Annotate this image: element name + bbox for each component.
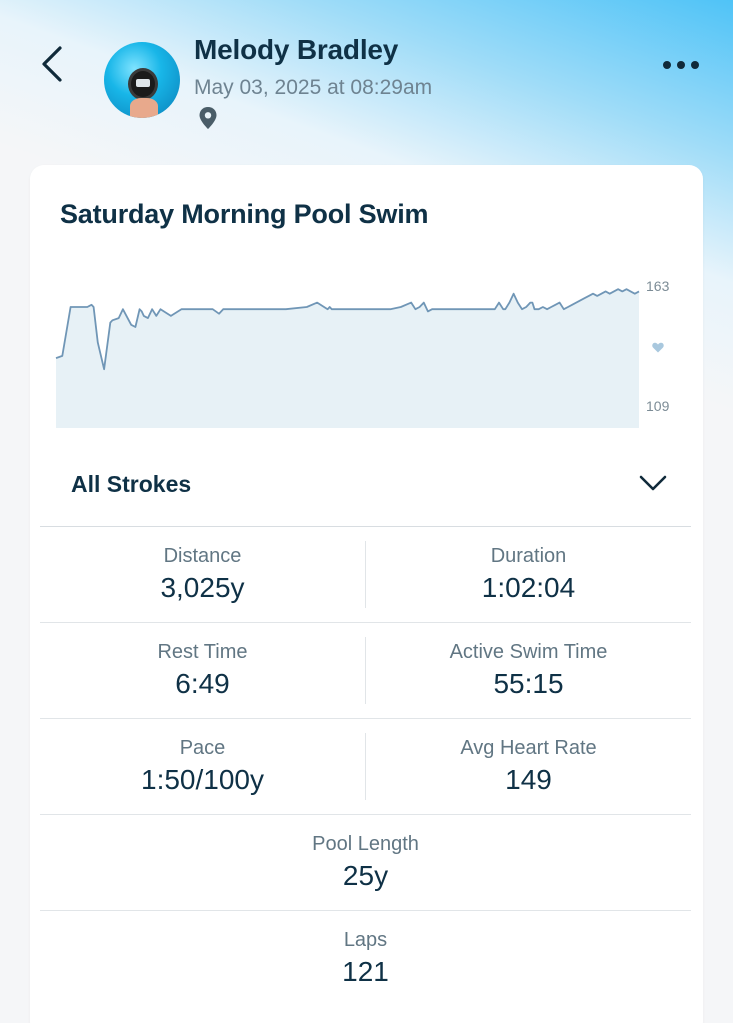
stat-value: 1:50/100y [141, 763, 264, 795]
stat-label: Distance [163, 544, 242, 567]
stat-label: Laps [343, 929, 388, 951]
stat-value: 55:15 [493, 667, 564, 699]
chevron-left-icon [42, 46, 62, 82]
heart-icon [652, 342, 664, 353]
stat-label: Rest Time [157, 640, 248, 663]
stat-value: 121 [342, 956, 389, 987]
more-options-button[interactable] [656, 48, 706, 82]
stroke-filter-label: All Strokes [71, 471, 192, 497]
stat-value: 3,025y [160, 571, 245, 603]
stat-value: 149 [505, 763, 552, 795]
stat-value: 25y [342, 859, 389, 891]
stat-laps: Laps 121 [40, 911, 691, 1007]
avatar[interactable] [104, 42, 180, 118]
y-axis-label-min: 109 [646, 398, 670, 414]
watch-photo-icon [128, 68, 158, 100]
user-name[interactable]: Melody Bradley [194, 34, 399, 65]
stats-grid: Distance 3,025y Duration 1:02:04 Rest Ti… [40, 527, 691, 1007]
stat-distance: Distance 3,025y [40, 541, 366, 608]
stat-label: Pace [179, 736, 226, 759]
stat-label: Duration [490, 544, 567, 567]
y-axis-label-max: 163 [646, 278, 670, 294]
activity-title: Saturday Morning Pool Swim [60, 199, 429, 229]
stat-value: 1:02:04 [481, 571, 576, 603]
stat-label: Pool Length [312, 832, 419, 855]
map-pin-icon[interactable] [198, 106, 218, 130]
stroke-filter-select[interactable]: All Strokes [40, 455, 691, 527]
stat-rest-time: Rest Time 6:49 [40, 637, 366, 704]
stat-label: Active Swim Time [449, 640, 608, 663]
stat-row: Laps 121 [40, 911, 691, 1007]
activity-timestamp: May 03, 2025 at 08:29am [194, 76, 433, 99]
back-button[interactable] [30, 42, 74, 86]
stat-row: Pool Length 25y [40, 815, 691, 911]
stat-avg-heart-rate: Avg Heart Rate 149 [366, 733, 691, 800]
heart-rate-chart: 163 109 [55, 278, 670, 428]
stat-active-swim-time: Active Swim Time 55:15 [366, 637, 691, 704]
stat-value: 6:49 [175, 667, 230, 699]
heart-rate-line [55, 288, 640, 371]
stat-pool-length: Pool Length 25y [40, 815, 691, 910]
heart-rate-area [56, 289, 639, 428]
stat-row: Distance 3,025y Duration 1:02:04 [40, 527, 691, 623]
stat-duration: Duration 1:02:04 [366, 541, 691, 608]
stat-label: Avg Heart Rate [460, 736, 597, 759]
stat-pace: Pace 1:50/100y [40, 733, 366, 800]
stat-row: Pace 1:50/100y Avg Heart Rate 149 [40, 719, 691, 815]
stat-row: Rest Time 6:49 Active Swim Time 55:15 [40, 623, 691, 719]
activity-card: Saturday Morning Pool Swim 163 109 All S… [30, 165, 703, 1023]
ellipsis-icon [663, 61, 671, 69]
chevron-down-icon [639, 475, 667, 491]
